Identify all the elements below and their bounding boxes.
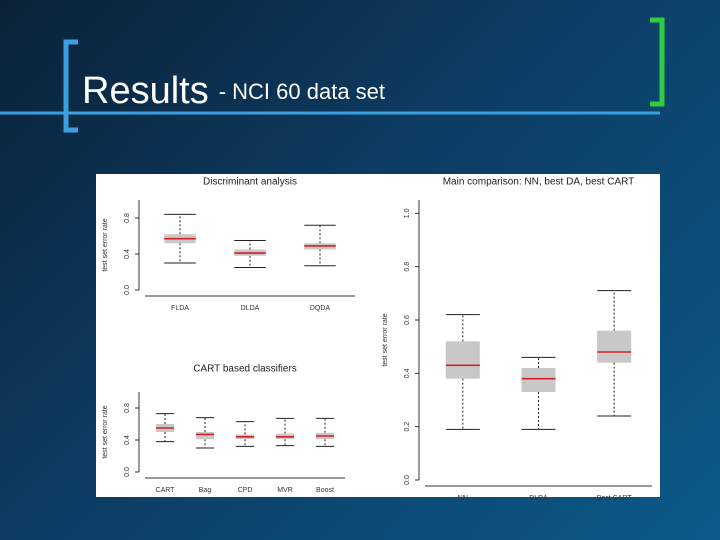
- y-tick-label: 0.0: [124, 285, 131, 295]
- x-tick-label: CART: [156, 487, 176, 494]
- y-tick-label: 0.8: [124, 403, 131, 413]
- box: [445, 341, 480, 379]
- y-tick-label: 0.0: [404, 475, 411, 485]
- x-tick-label: NN: [458, 495, 468, 502]
- y-tick-label: 0.0: [124, 467, 131, 477]
- y-tick-label: 0.8: [404, 262, 411, 272]
- box: [521, 368, 556, 392]
- x-tick-label: Bag: [199, 487, 212, 494]
- x-tick-label: DQDA: [310, 305, 331, 312]
- y-tick-label: 0.4: [404, 368, 411, 378]
- y-tick-label: 0.2: [404, 422, 411, 432]
- x-tick-label: CPD: [238, 487, 253, 494]
- y-tick-label: 0.6: [404, 315, 411, 325]
- y-tick-label: 0.4: [124, 435, 131, 445]
- x-tick-label: Best CART: [597, 495, 633, 502]
- y-axis-label: test set error rate: [102, 218, 109, 271]
- box: [196, 432, 214, 440]
- left-bracket: [63, 39, 78, 133]
- chart-title: Discriminant analysis: [203, 177, 297, 188]
- slide-title: Results - NCI 60 data set: [82, 70, 385, 112]
- right-bracket: [650, 17, 665, 107]
- x-tick-label: FLDA: [171, 305, 189, 312]
- chart-title: Main comparison: NN, best DA, best CART: [443, 177, 635, 188]
- y-tick-label: 0.4: [124, 249, 131, 259]
- x-tick-label: MVR: [277, 487, 293, 494]
- y-tick-label: 1.0: [404, 208, 411, 218]
- chart-image: [96, 174, 660, 497]
- y-axis-label: test set error rate: [102, 405, 109, 458]
- box: [597, 330, 632, 363]
- x-tick-label: DLDA: [529, 495, 548, 502]
- chart-title: CART based classifiers: [193, 364, 297, 375]
- y-axis-label: test set error rate: [382, 313, 389, 366]
- x-tick-label: Boost: [316, 487, 334, 494]
- y-tick-label: 0.8: [124, 213, 131, 223]
- x-tick-label: DLDA: [241, 305, 260, 312]
